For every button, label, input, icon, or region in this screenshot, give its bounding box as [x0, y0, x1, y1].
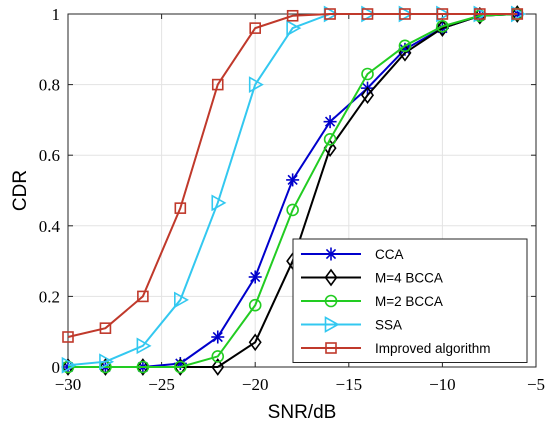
x-tick-label: −30: [55, 375, 82, 394]
legend-entry: Improved algorithm: [301, 341, 491, 356]
y-axis-label: CDR: [10, 170, 31, 211]
axis-ticks: −30 −25 −20 −15 −10 −5 0 0.2 0.4 0.6 0.8 1: [39, 5, 545, 394]
legend-label: CCA: [375, 247, 404, 262]
x-tick-label: −25: [148, 375, 175, 394]
data-point: [136, 358, 150, 376]
plot-area-frame: [67, 13, 537, 368]
data-point: [324, 268, 338, 287]
data-point: [324, 294, 338, 308]
data-point: [325, 342, 337, 354]
y-tick-label: 0.2: [39, 287, 60, 306]
data-point: [286, 19, 302, 37]
series-line: [68, 13, 518, 368]
data-point: [174, 202, 187, 214]
data-point: [211, 194, 227, 212]
data-point: [323, 115, 337, 129]
data-point: [286, 9, 299, 22]
data-point: [248, 270, 262, 284]
legend-label: M=4 BCCA: [375, 271, 443, 286]
data-point: [99, 322, 112, 334]
data-point: [174, 360, 187, 374]
data-point: [323, 133, 337, 146]
data-point: [61, 356, 77, 374]
data-point: [136, 337, 152, 355]
y-tick-label: 0: [52, 358, 61, 377]
legend-entry: M=4 BCCA: [301, 268, 443, 287]
legend-entry: M=2 BCCA: [301, 294, 443, 309]
data-point: [398, 39, 412, 53]
series-improved-algorithm: [62, 8, 524, 343]
data-point: [324, 8, 336, 20]
data-point: [211, 358, 225, 376]
data-point: [399, 8, 411, 20]
data-point: [211, 78, 224, 91]
data-point: [99, 353, 115, 371]
data-point: [361, 86, 375, 105]
series-layer: [61, 5, 526, 376]
data-point: [137, 290, 149, 303]
data-point: [211, 350, 225, 363]
data-point: [248, 298, 262, 312]
x-tick-label: −5: [527, 375, 545, 394]
legend-label: Improved algorithm: [375, 341, 491, 356]
data-point: [248, 333, 262, 352]
data-point: [474, 8, 486, 20]
x-tick-label: −10: [429, 375, 456, 394]
legend: CCA M=4 BCCA M=2 BCCA SSA Improved algorithm: [292, 238, 528, 363]
data-point: [249, 22, 261, 34]
data-point: [361, 67, 374, 81]
x-tick-label: −20: [242, 375, 269, 394]
data-point: [136, 360, 150, 374]
data-point: [286, 173, 300, 187]
legend-entry: CCA: [301, 247, 404, 262]
data-point: [436, 20, 449, 33]
data-point: [98, 358, 112, 376]
legend-label: M=2 BCCA: [375, 294, 443, 309]
y-tick-label: 1: [52, 5, 61, 24]
data-point: [361, 8, 374, 20]
data-point: [286, 203, 299, 217]
data-point: [173, 358, 187, 376]
legend-entry: SSA: [301, 316, 402, 333]
x-axis-label: SNR/dB: [268, 402, 337, 423]
y-tick-label: 0.6: [39, 146, 60, 165]
data-point: [324, 316, 340, 333]
data-point: [511, 8, 524, 20]
series-line: [67, 13, 518, 338]
data-point: [211, 330, 225, 344]
y-tick-label: 0.8: [39, 76, 60, 95]
data-point: [324, 247, 338, 261]
data-point: [436, 8, 449, 20]
legend-label: SSA: [375, 318, 402, 333]
y-tick-label: 0.4: [39, 217, 61, 236]
data-point: [174, 291, 189, 309]
data-point: [62, 331, 74, 343]
x-tick-label: −15: [336, 375, 363, 394]
data-point: [248, 76, 264, 93]
